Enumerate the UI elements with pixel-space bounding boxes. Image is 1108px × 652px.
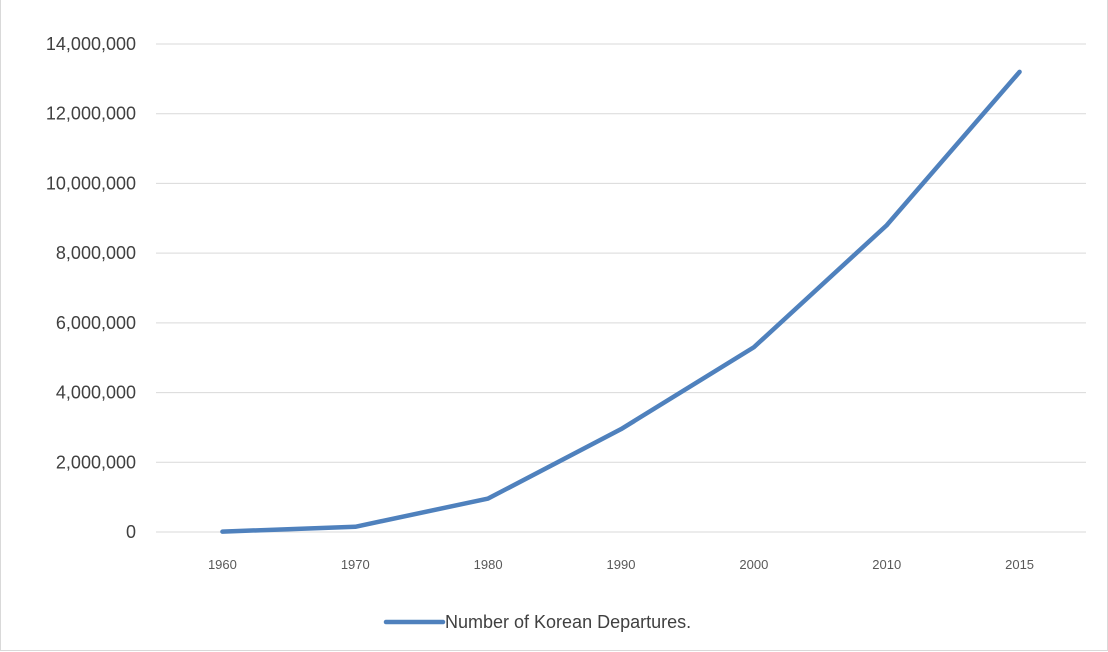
gridlines xyxy=(156,43,1086,533)
y-tick-label: 10,000,000 xyxy=(46,173,136,193)
series-line xyxy=(220,69,1022,534)
y-tick-label: 4,000,000 xyxy=(56,383,136,403)
legend-label: Number of Korean Departures. xyxy=(445,612,691,632)
y-tick-label: 6,000,000 xyxy=(56,313,136,333)
x-tick-label: 1960 xyxy=(208,557,237,572)
x-tick-label: 1980 xyxy=(474,557,503,572)
y-tick-label: 2,000,000 xyxy=(56,452,136,472)
y-tick-label: 8,000,000 xyxy=(56,243,136,263)
series-lines xyxy=(220,69,1022,534)
x-tick-label: 2010 xyxy=(872,557,901,572)
x-tick-label: 2000 xyxy=(739,557,768,572)
legend: Number of Korean Departures. xyxy=(383,612,691,632)
y-tick-label: 0 xyxy=(126,522,136,542)
x-tick-label: 2015 xyxy=(1005,557,1034,572)
x-tick-label: 1990 xyxy=(607,557,636,572)
x-axis-tick-labels: 1960 1970 1980 1990 2000 2010 2015 xyxy=(208,557,1034,572)
x-tick-label: 1970 xyxy=(341,557,370,572)
y-tick-label: 14,000,000 xyxy=(46,34,136,54)
y-axis-tick-labels: 0 2,000,000 4,000,000 6,000,000 8,000,000 10,… xyxy=(46,34,136,542)
y-tick-label: 12,000,000 xyxy=(46,104,136,124)
